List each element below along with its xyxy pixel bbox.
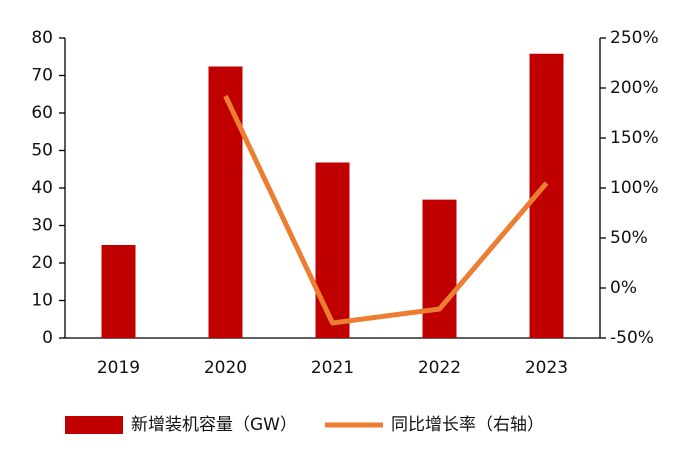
y-tick-label: 80 [31,28,53,48]
legend-swatch [65,416,123,434]
y2-tick-label: 100% [610,178,659,198]
y-tick-label: 60 [31,103,53,123]
x-tick-label: 2023 [525,358,568,378]
y-tick-label: 0 [42,328,53,348]
y-tick-label: 50 [31,141,53,161]
line [223,94,549,326]
legend-label: 同比增长率（右轴） [391,415,544,435]
y2-tick-label: -50% [610,328,654,348]
x-tick-label: 2021 [311,358,354,378]
y-tick-label: 20 [31,253,53,273]
y-tick-label: 70 [31,66,53,86]
y2-tick-label: 250% [610,28,659,48]
bar [101,245,136,338]
bar [208,66,243,338]
x-tick-label: 2022 [418,358,461,378]
legend-label: 新增装机容量（GW） [131,415,297,435]
y-tick-label: 30 [31,216,53,236]
x-tick-label: 2020 [204,358,247,378]
y2-tick-label: 0% [610,278,637,298]
y2-tick-label: 50% [610,228,648,248]
y-tick-label: 10 [31,291,53,311]
bar [422,199,457,338]
y2-tick-label: 200% [610,78,659,98]
y2-tick-label: 150% [610,128,659,148]
bar [315,162,350,338]
x-tick-label: 2019 [97,358,140,378]
y-tick-label: 40 [31,178,53,198]
